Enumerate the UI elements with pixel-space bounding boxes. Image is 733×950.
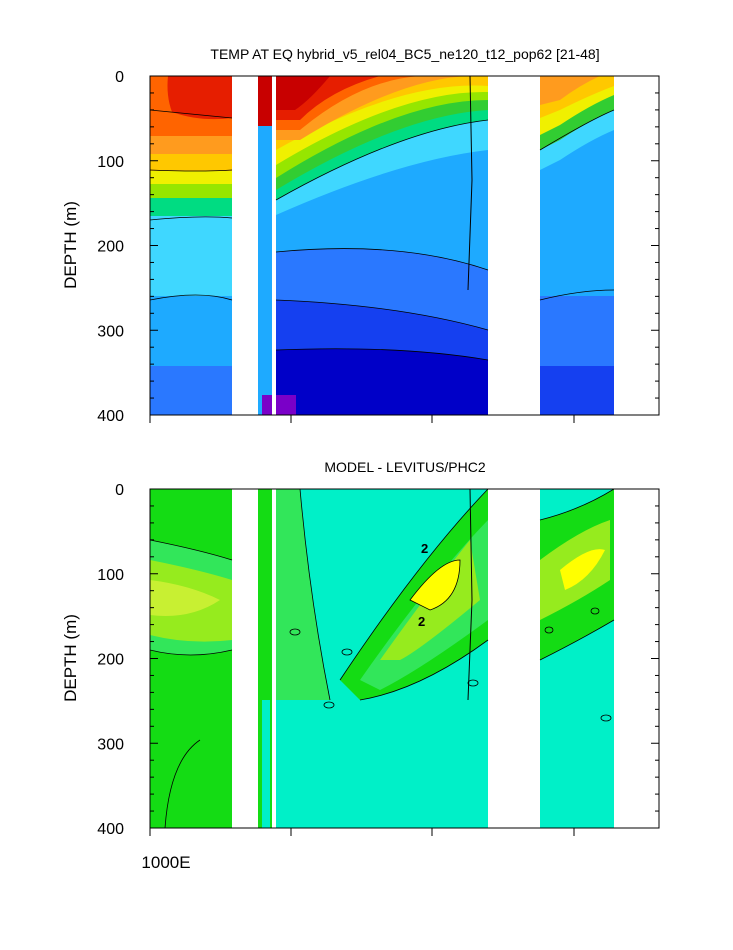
y-tick-label: 100 xyxy=(97,154,124,171)
panel1-field xyxy=(150,76,615,415)
temp-fragment xyxy=(258,76,272,126)
temp-contour xyxy=(150,109,233,119)
diff-contour-loop xyxy=(323,701,335,709)
y-tick-label: 0 xyxy=(115,69,124,86)
panel1-title: TEMP AT EQ hybrid_v5_rel04_BC5_ne120_t12… xyxy=(210,46,599,62)
diff-contour-loop xyxy=(544,626,554,634)
diff-band xyxy=(560,549,605,590)
panel2-field: 2 2 xyxy=(150,489,615,828)
panel-temperature: TEMP AT EQ hybrid_v5_rel04_BC5_ne120_t12… xyxy=(61,46,660,425)
x-tick-label: 1000E xyxy=(141,853,190,872)
panel2-ylabel: DEPTH (m) xyxy=(61,614,80,702)
y-tick-label: 0 xyxy=(115,482,124,499)
y-tick-label: 100 xyxy=(97,567,124,584)
panel2-title: MODEL - LEVITUS/PHC2 xyxy=(324,459,486,475)
diff-contour xyxy=(150,539,233,561)
diff-contour-loop xyxy=(289,628,301,636)
diff-contour-loop xyxy=(341,648,353,656)
contour-label: 2 xyxy=(418,614,425,629)
temp-contour xyxy=(467,76,473,291)
temp-band xyxy=(540,76,600,105)
temp-band xyxy=(276,76,330,110)
diff-contour xyxy=(150,649,233,656)
temp-contour xyxy=(150,216,233,221)
diff-contour xyxy=(409,559,461,611)
panel-difference: MODEL - LEVITUS/PHC2 xyxy=(61,459,660,872)
temp-warm-pool xyxy=(167,76,232,120)
y-tick-label: 300 xyxy=(97,323,124,340)
diff-contour-loop xyxy=(590,607,600,615)
panel1-ticks: 0 100 200 300 400 xyxy=(97,69,659,425)
temp-contour xyxy=(275,119,489,201)
y-tick-label: 200 xyxy=(97,652,124,669)
diff-contour xyxy=(299,489,331,701)
diff-contour-loop xyxy=(467,679,479,687)
diff-fragment xyxy=(262,700,270,828)
diff-contour xyxy=(539,619,615,661)
diff-band xyxy=(150,580,220,616)
temp-contour xyxy=(275,348,489,361)
diff-contour-loop xyxy=(600,714,612,722)
temp-contour xyxy=(275,248,489,271)
temp-contour xyxy=(150,169,233,172)
temp-fragment xyxy=(276,395,296,415)
temp-fragment xyxy=(258,76,272,415)
diff-band xyxy=(276,489,330,700)
temp-contour xyxy=(539,109,615,151)
y-tick-label: 300 xyxy=(97,736,124,753)
diff-contour xyxy=(467,489,473,701)
panel1-ylabel: DEPTH (m) xyxy=(61,201,80,289)
y-tick-label: 400 xyxy=(97,408,124,425)
diff-contour xyxy=(164,739,201,828)
y-tick-label: 400 xyxy=(97,821,124,838)
temp-contour xyxy=(539,289,615,301)
temp-contour xyxy=(150,294,233,301)
y-tick-label: 200 xyxy=(97,239,124,256)
diff-band xyxy=(410,560,460,610)
diff-contour xyxy=(359,639,489,701)
temp-contour xyxy=(275,299,489,331)
contour-label: 2 xyxy=(421,541,428,556)
diff-band xyxy=(150,489,232,828)
temp-fragment xyxy=(262,395,272,415)
diff-contour xyxy=(539,489,615,521)
panel2-ticks: 0 100 200 300 400 xyxy=(97,482,659,838)
